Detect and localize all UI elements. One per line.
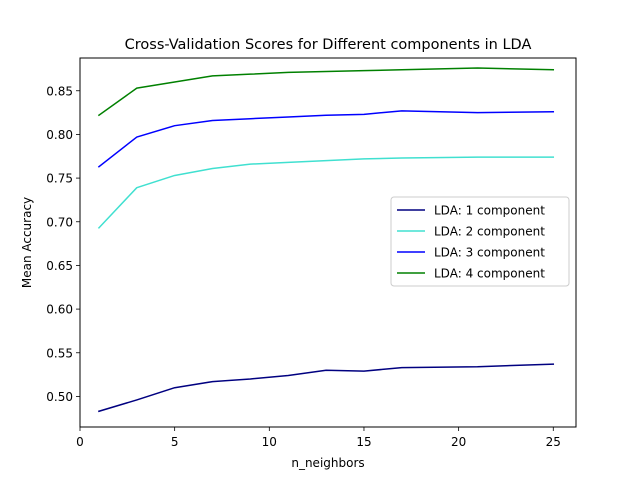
y-tick-label: 0.80 <box>46 128 73 142</box>
y-tick-label: 0.55 <box>46 346 73 360</box>
legend: LDA: 1 component LDA: 2 component LDA: 3 c… <box>390 196 570 287</box>
x-tick-label: 10 <box>262 435 277 449</box>
y-axis-label: Mean Accuracy <box>20 197 34 288</box>
legend-entry: LDA: 4 component <box>434 267 545 281</box>
y-tick-label: 0.60 <box>46 303 73 317</box>
series-lines <box>97 67 555 413</box>
x-tick-label: 5 <box>171 435 179 449</box>
legend-entry: LDA: 2 component <box>434 225 545 239</box>
x-tick-label: 15 <box>356 435 371 449</box>
legend-entry: LDA: 1 component <box>434 204 545 218</box>
y-axis: 0.50 0.55 0.60 0.65 0.70 0.75 0.80 0.85 <box>46 84 80 404</box>
series-line-1 <box>97 363 555 413</box>
y-tick-label: 0.50 <box>46 390 73 404</box>
x-tick-label: 20 <box>451 435 466 449</box>
series-line-4 <box>97 67 555 117</box>
legend-box <box>390 196 570 287</box>
y-tick-label: 0.65 <box>46 259 73 273</box>
series-line-3 <box>97 110 555 168</box>
x-axis: 0 5 10 15 20 25 <box>76 427 561 449</box>
y-tick-label: 0.85 <box>46 84 73 98</box>
y-tick-label: 0.70 <box>46 215 73 229</box>
legend-entry: LDA: 3 component <box>434 246 545 260</box>
y-tick-label: 0.75 <box>46 172 73 186</box>
x-axis-label: n_neighbors <box>291 456 364 470</box>
x-tick-label: 25 <box>546 435 561 449</box>
plot-frame <box>79 57 577 428</box>
series-line-2 <box>97 156 555 229</box>
chart-title: Cross-Validation Scores for Different co… <box>125 37 532 53</box>
x-tick-label: 0 <box>76 435 84 449</box>
